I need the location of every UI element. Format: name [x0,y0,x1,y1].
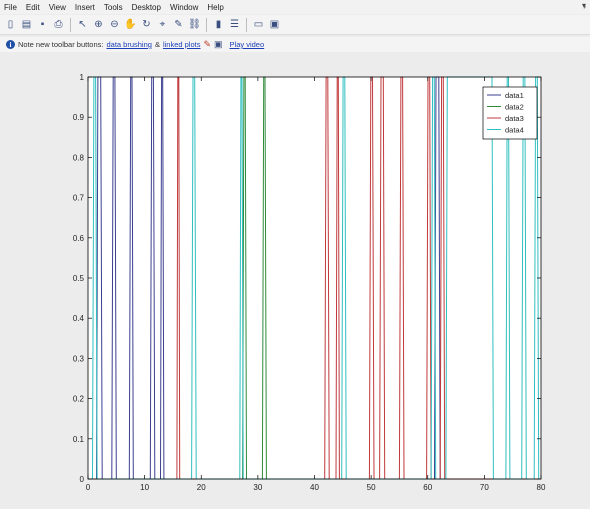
play-video-link[interactable]: Play video [229,40,265,49]
brush-link-icon: ✎ [203,39,212,49]
colorbar-icon[interactable]: ▮ [215,19,222,30]
legend-label-data4: data4 [505,126,524,135]
menu-tools[interactable]: Tools [103,2,123,12]
menu-help[interactable]: Help [207,2,224,12]
x-tick-label: 40 [310,483,319,492]
save-icon[interactable]: ▪ [40,19,45,30]
menu-bar: File Edit View Insert Tools Desktop Window Help [0,0,590,14]
legend-label-data3: data3 [505,114,524,123]
y-tick-label: 0.4 [73,314,85,323]
x-tick-label: 20 [197,483,206,492]
open-file-icon[interactable]: ▤ [21,19,32,30]
menu-window[interactable]: Window [169,2,199,12]
menu-desktop[interactable]: Desktop [131,2,161,12]
note-bar: i Note new toolbar buttons: data brushin… [0,37,590,52]
y-tick-label: 0.9 [73,113,85,122]
y-tick-label: 0.3 [73,354,85,363]
data-brushing-link[interactable]: data brushing [106,40,152,49]
x-tick-label: 30 [253,483,262,492]
y-tick-label: 0.7 [73,194,85,203]
x-tick-label: 60 [423,483,432,492]
pointer-icon[interactable]: ↖ [78,19,87,30]
x-tick-label: 0 [86,483,91,492]
legend-label-data1: data1 [505,91,524,100]
rotate-icon[interactable]: ↻ [142,19,151,30]
toolbar-separator [206,17,207,32]
menu-overflow-arrow[interactable]: ▾ [581,1,586,10]
zoom-out-icon[interactable]: ⊖ [110,19,119,30]
y-tick-label: 0.8 [73,153,85,162]
show-plot-tools-icon[interactable]: ▣ [269,19,280,30]
video-icon: ▣ [214,39,223,49]
note-text: Note new toolbar buttons: [18,40,104,49]
y-tick-label: 0.2 [73,395,85,404]
note-bar-arrow[interactable]: › [583,2,586,11]
data-cursor-icon[interactable]: ⌖ [159,19,166,30]
plot-area [88,77,541,479]
zoom-in-icon[interactable]: ⊕ [94,19,103,30]
x-tick-label: 80 [537,483,546,492]
menu-edit[interactable]: Edit [25,2,40,12]
pan-icon[interactable]: ✋ [124,19,137,30]
brush-icon[interactable]: ✎ [174,19,183,30]
y-tick-label: 0.6 [73,234,85,243]
menu-insert[interactable]: Insert [74,2,95,12]
line-chart[interactable]: 0 10 20 30 40 50 60 70 80 0 0.1 0.2 0.3 0.4 0.5 0.6 0.7 0… [0,54,590,504]
new-figure-icon[interactable]: ▯ [7,19,14,30]
linked-plots-link[interactable]: linked plots [162,40,201,49]
y-tick-label: 0.1 [73,435,85,444]
hide-plot-tools-icon[interactable]: ▭ [253,19,264,30]
info-icon: i [6,40,15,49]
link-plot-icon[interactable]: ⛓ [188,19,201,30]
note-ampersand: & [154,40,160,49]
toolbar-separator [246,17,247,32]
menu-view[interactable]: View [48,2,66,12]
toolbar-separator [70,17,71,32]
x-tick-label: 10 [140,483,149,492]
y-tick-label: 0 [80,475,85,484]
figure-toolbar: ▯ ▤ ▪ ⎙ ↖ ⊕ ⊖ ✋ ↻ ⌖ ✎ ⛓ ▮ ☰ ▭ ▣ [0,15,590,35]
figure-canvas: 0 10 20 30 40 50 60 70 80 0 0.1 0.2 0.3 0.4 0.5 0.6 0.7 0… [0,54,590,504]
print-icon[interactable]: ⎙ [54,19,63,30]
legend-label-data2: data2 [505,103,524,112]
y-tick-label: 1 [80,73,85,82]
x-tick-label: 70 [480,483,489,492]
x-tick-label: 50 [367,483,376,492]
legend-box [482,86,538,140]
legend-icon[interactable]: ☰ [230,19,239,30]
menu-file[interactable]: File [4,2,17,12]
y-tick-label: 0.5 [73,274,85,283]
